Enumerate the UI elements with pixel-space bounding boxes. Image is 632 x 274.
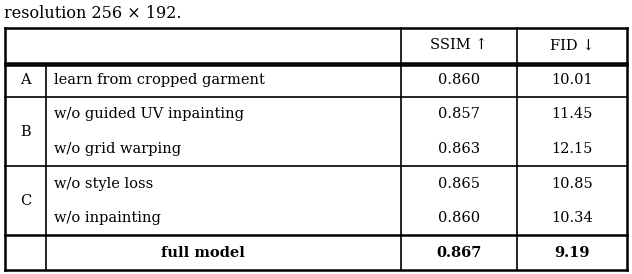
Text: 0.863: 0.863 — [438, 142, 480, 156]
Text: 10.85: 10.85 — [551, 176, 593, 191]
Text: FID ↓: FID ↓ — [550, 38, 594, 52]
Text: full model: full model — [161, 246, 245, 260]
Text: learn from cropped garment: learn from cropped garment — [54, 73, 265, 87]
Text: w/o inpainting: w/o inpainting — [54, 211, 161, 225]
Text: 11.45: 11.45 — [551, 107, 593, 121]
Text: 0.860: 0.860 — [438, 211, 480, 225]
Text: 0.860: 0.860 — [438, 73, 480, 87]
Text: SSIM ↑: SSIM ↑ — [430, 38, 488, 52]
Text: w/o grid warping: w/o grid warping — [54, 142, 181, 156]
Text: A: A — [20, 73, 31, 87]
Text: 0.865: 0.865 — [438, 176, 480, 191]
Text: 10.34: 10.34 — [551, 211, 593, 225]
Text: 12.15: 12.15 — [551, 142, 593, 156]
Text: 0.867: 0.867 — [437, 246, 482, 260]
Text: C: C — [20, 194, 31, 208]
Text: B: B — [20, 125, 31, 139]
Text: w/o guided UV inpainting: w/o guided UV inpainting — [54, 107, 244, 121]
Text: 0.857: 0.857 — [438, 107, 480, 121]
Text: w/o style loss: w/o style loss — [54, 176, 154, 191]
Text: 10.01: 10.01 — [551, 73, 593, 87]
Text: 9.19: 9.19 — [554, 246, 590, 260]
Text: resolution 256 × 192.: resolution 256 × 192. — [4, 4, 181, 21]
